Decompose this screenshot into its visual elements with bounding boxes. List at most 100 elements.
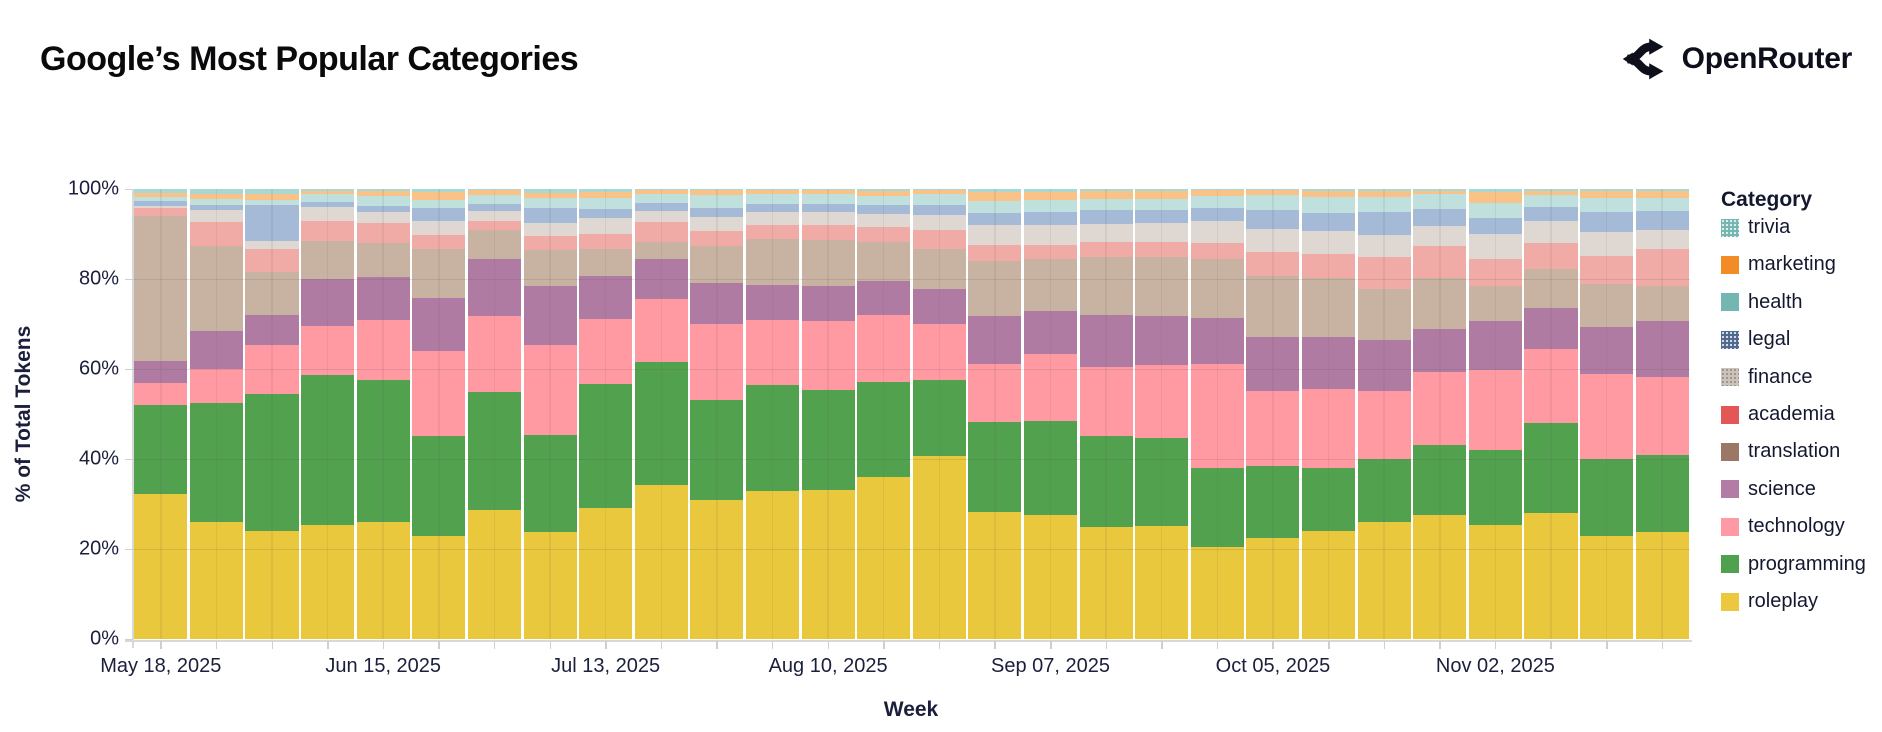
- segment-legal[interactable]: [1635, 211, 1689, 231]
- segment-finance[interactable]: [634, 210, 688, 223]
- segment-programming[interactable]: [1190, 468, 1244, 548]
- segment-marketing[interactable]: [968, 191, 1022, 201]
- segment-technology[interactable]: [1079, 366, 1133, 436]
- segment-marketing[interactable]: [356, 191, 410, 196]
- segment-science[interactable]: [1524, 308, 1578, 349]
- segment-programming[interactable]: [579, 384, 633, 508]
- segment-marketing[interactable]: [579, 191, 633, 199]
- segment-technology[interactable]: [801, 321, 855, 390]
- segment-legal[interactable]: [1580, 211, 1634, 233]
- segment-legal[interactable]: [1135, 210, 1189, 223]
- segment-health[interactable]: [912, 193, 966, 206]
- bar-week-Aug-24-2025[interactable]: [912, 189, 966, 639]
- segment-marketing[interactable]: [1357, 191, 1411, 197]
- segment-programming[interactable]: [1580, 459, 1634, 536]
- segment-academia[interactable]: [134, 207, 188, 217]
- bar-week-Aug-17-2025[interactable]: [857, 189, 911, 639]
- segment-academia[interactable]: [1246, 252, 1300, 276]
- segment-academia[interactable]: [1413, 245, 1467, 278]
- segment-health[interactable]: [690, 194, 744, 209]
- segment-legal[interactable]: [690, 208, 744, 217]
- segment-finance[interactable]: [301, 206, 355, 221]
- segment-technology[interactable]: [1190, 363, 1244, 469]
- segment-trivia[interactable]: [134, 189, 188, 193]
- segment-trivia[interactable]: [1190, 189, 1244, 191]
- segment-trivia[interactable]: [579, 189, 633, 192]
- segment-programming[interactable]: [356, 380, 410, 522]
- segment-science[interactable]: [1635, 321, 1689, 378]
- bar-week-Jul-20-2025[interactable]: [634, 189, 688, 639]
- segment-legal[interactable]: [1413, 209, 1467, 226]
- segment-science[interactable]: [634, 259, 688, 300]
- segment-science[interactable]: [412, 297, 466, 352]
- segment-marketing[interactable]: [801, 189, 855, 195]
- segment-technology[interactable]: [467, 316, 521, 393]
- segment-science[interactable]: [1135, 315, 1189, 366]
- segment-roleplay[interactable]: [801, 489, 855, 639]
- segment-roleplay[interactable]: [1079, 526, 1133, 639]
- segment-legal[interactable]: [579, 209, 633, 219]
- segment-legal[interactable]: [857, 204, 911, 214]
- segment-trivia[interactable]: [1580, 189, 1634, 192]
- segment-academia[interactable]: [356, 222, 410, 244]
- legend-item-technology[interactable]: technology: [1721, 515, 1845, 538]
- segment-translation[interactable]: [1468, 286, 1522, 322]
- bar-week-Aug-03-2025[interactable]: [745, 189, 800, 639]
- segment-technology[interactable]: [1357, 390, 1411, 460]
- segment-marketing[interactable]: [301, 190, 355, 194]
- segment-technology[interactable]: [1413, 372, 1467, 445]
- segment-academia[interactable]: [1524, 242, 1578, 270]
- segment-finance[interactable]: [189, 210, 243, 223]
- segment-technology[interactable]: [1524, 348, 1578, 423]
- segment-finance[interactable]: [1357, 235, 1411, 258]
- segment-translation[interactable]: [801, 239, 855, 287]
- segment-trivia[interactable]: [690, 189, 744, 191]
- segment-trivia[interactable]: [1302, 189, 1356, 192]
- segment-roleplay[interactable]: [634, 485, 688, 639]
- segment-roleplay[interactable]: [1468, 524, 1522, 639]
- segment-translation[interactable]: [634, 242, 688, 260]
- segment-roleplay[interactable]: [1135, 525, 1189, 639]
- segment-finance[interactable]: [523, 223, 577, 237]
- segment-finance[interactable]: [857, 213, 911, 228]
- segment-finance[interactable]: [1246, 228, 1300, 253]
- segment-programming[interactable]: [412, 436, 466, 537]
- segment-technology[interactable]: [1580, 373, 1634, 460]
- segment-science[interactable]: [1413, 328, 1467, 373]
- segment-translation[interactable]: [1524, 269, 1578, 309]
- segment-marketing[interactable]: [412, 192, 466, 201]
- segment-academia[interactable]: [1023, 245, 1078, 260]
- segment-marketing[interactable]: [1635, 190, 1689, 199]
- segment-programming[interactable]: [634, 361, 688, 486]
- segment-programming[interactable]: [912, 380, 966, 456]
- segment-trivia[interactable]: [189, 189, 243, 194]
- segment-roleplay[interactable]: [356, 521, 410, 639]
- bar-week-Oct-05-2025[interactable]: [1246, 189, 1300, 639]
- segment-legal[interactable]: [1468, 218, 1522, 235]
- segment-translation[interactable]: [1580, 284, 1634, 327]
- segment-translation[interactable]: [579, 248, 633, 276]
- segment-science[interactable]: [1580, 326, 1634, 374]
- segment-academia[interactable]: [523, 236, 577, 250]
- segment-academia[interactable]: [1302, 254, 1356, 278]
- segment-translation[interactable]: [690, 245, 744, 283]
- segment-roleplay[interactable]: [1023, 515, 1078, 639]
- segment-academia[interactable]: [857, 227, 911, 242]
- segment-roleplay[interactable]: [1580, 535, 1634, 639]
- segment-roleplay[interactable]: [1413, 515, 1467, 639]
- segment-health[interactable]: [1635, 198, 1689, 212]
- segment-roleplay[interactable]: [968, 511, 1022, 639]
- segment-translation[interactable]: [1190, 259, 1244, 319]
- legend-item-roleplay[interactable]: roleplay: [1721, 590, 1818, 613]
- segment-marketing[interactable]: [690, 190, 744, 195]
- segment-finance[interactable]: [134, 205, 188, 208]
- segment-academia[interactable]: [579, 234, 633, 249]
- segment-science[interactable]: [467, 259, 521, 317]
- segment-science[interactable]: [1246, 336, 1300, 391]
- segment-translation[interactable]: [189, 246, 243, 331]
- segment-health[interactable]: [634, 194, 688, 204]
- segment-technology[interactable]: [245, 345, 299, 394]
- segment-finance[interactable]: [1135, 222, 1189, 242]
- segment-technology[interactable]: [523, 345, 577, 435]
- segment-science[interactable]: [857, 280, 911, 316]
